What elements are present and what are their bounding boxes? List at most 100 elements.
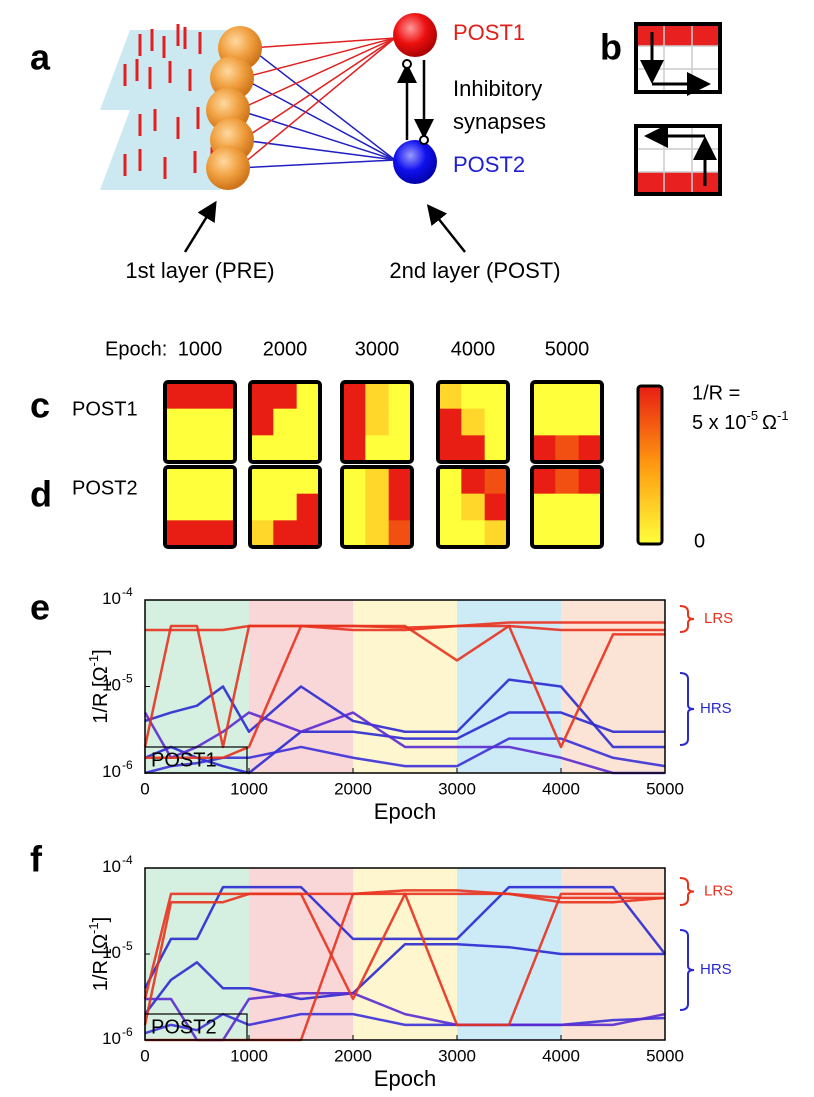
annotation: HRS bbox=[700, 961, 732, 978]
heatmap-cell bbox=[342, 467, 366, 495]
heatmap-cell bbox=[165, 435, 189, 463]
grid-frame bbox=[634, 124, 722, 196]
x-axis-label: Epoch bbox=[374, 1066, 436, 1091]
cell-row bbox=[636, 172, 720, 194]
heatmap-cell bbox=[250, 382, 274, 410]
trace bbox=[143, 892, 666, 1026]
epoch-value: 5000 bbox=[545, 338, 590, 360]
heatmap-cell bbox=[273, 435, 298, 463]
label: 10 bbox=[102, 943, 121, 962]
heatmap-cell bbox=[532, 520, 556, 548]
heatmap-cell bbox=[555, 467, 580, 495]
heatmap-cell bbox=[484, 382, 509, 410]
heatmap-cell bbox=[165, 467, 189, 495]
label-close: ] bbox=[90, 917, 112, 923]
x-tick-label: 0 bbox=[140, 779, 149, 798]
heatmap-cell bbox=[578, 520, 603, 548]
heatmap-cell bbox=[211, 467, 236, 495]
label: 10 bbox=[102, 676, 121, 695]
x-tick-label: 3000 bbox=[438, 1046, 476, 1065]
heatmap-cell bbox=[365, 382, 390, 410]
synapse-line bbox=[237, 109, 396, 161]
y-tick-label: 10 bbox=[102, 943, 121, 962]
heatmap-frame bbox=[248, 465, 322, 549]
heatmap-cell bbox=[188, 408, 213, 436]
x-tick-label: 5000 bbox=[646, 779, 684, 798]
heatmap-cell bbox=[273, 520, 298, 548]
x-tick-label: 1000 bbox=[230, 1046, 268, 1065]
heatmap-cell bbox=[188, 435, 213, 463]
heatmap-cell bbox=[188, 493, 213, 521]
panel-b: b bbox=[600, 22, 722, 196]
heatmap-cell bbox=[555, 493, 580, 521]
brace bbox=[679, 605, 695, 633]
heatmap-cell bbox=[388, 520, 413, 548]
x-axis-label: Epoch bbox=[374, 799, 436, 824]
heatmap-cell bbox=[273, 467, 298, 495]
heatmap-cell bbox=[342, 382, 366, 410]
heatmap-cell bbox=[188, 382, 213, 410]
heatmap-frame bbox=[340, 465, 414, 549]
heatmap-cell bbox=[388, 382, 413, 410]
brace bbox=[679, 672, 695, 746]
y-axis-label: 1/R [Ω-1] bbox=[86, 917, 112, 991]
colorbar-min: 0 bbox=[694, 530, 705, 552]
heatmap-frame bbox=[248, 380, 322, 464]
heatmap-cell bbox=[165, 382, 189, 410]
trace bbox=[144, 737, 666, 775]
epoch-value: 4000 bbox=[451, 338, 496, 360]
trace bbox=[143, 885, 666, 989]
panel-label: a bbox=[30, 37, 51, 78]
synapse-line bbox=[237, 159, 396, 169]
heatmap-cell bbox=[165, 520, 189, 548]
heatmap-frame bbox=[436, 380, 510, 464]
heatmap-frame bbox=[163, 465, 237, 549]
heatmap-cell bbox=[438, 435, 462, 463]
label: 10 bbox=[102, 762, 121, 781]
y-tick-sup: -6 bbox=[122, 758, 133, 772]
heatmap-cell bbox=[461, 493, 486, 521]
annotation: LRS bbox=[704, 610, 733, 627]
heatmap-cell bbox=[438, 408, 462, 436]
colorbar-title: 1/R = bbox=[692, 382, 740, 404]
post2-neuron bbox=[393, 140, 437, 184]
heatmap-cell bbox=[438, 467, 462, 495]
synapse bbox=[402, 59, 412, 69]
panel-label: f bbox=[30, 839, 43, 880]
inhibitory-label: Inhibitory bbox=[453, 76, 542, 101]
panel-label: c bbox=[30, 385, 50, 426]
heatmap-frame bbox=[530, 380, 604, 464]
superscript: -5 bbox=[746, 408, 758, 423]
y-tick-sup: -5 bbox=[122, 939, 133, 953]
heatmap-cell bbox=[296, 467, 321, 495]
heatmap-cell bbox=[555, 382, 580, 410]
post-layer-label: 2nd layer (POST) bbox=[389, 258, 560, 283]
trace bbox=[145, 624, 665, 760]
panel-a: a POST1 Inhibitory synapses POST2 1st la… bbox=[30, 13, 561, 283]
heatmap-cell bbox=[555, 408, 580, 436]
synapse-line bbox=[237, 37, 396, 111]
grid-frame bbox=[634, 22, 722, 94]
heatmap-cell bbox=[296, 382, 321, 410]
y-tick-label: 10 bbox=[102, 762, 121, 781]
y-tick-sup: -4 bbox=[122, 585, 133, 599]
heatmap-cell bbox=[388, 408, 413, 436]
heatmap-cell bbox=[273, 382, 298, 410]
heatmap-frame bbox=[436, 465, 510, 549]
synapse-line bbox=[241, 77, 396, 161]
neuron bbox=[210, 56, 254, 100]
x-tick-label: 0 bbox=[140, 1046, 149, 1065]
post1-neuron bbox=[393, 13, 437, 57]
inset-label: POST1 bbox=[151, 749, 217, 771]
label: 10 bbox=[102, 1029, 121, 1048]
unit: Ω bbox=[762, 412, 777, 434]
epoch-value: 3000 bbox=[355, 338, 400, 360]
heatmap-cell bbox=[342, 408, 366, 436]
synapse-line bbox=[249, 37, 396, 49]
brace bbox=[679, 929, 695, 1011]
heatmap-cell bbox=[555, 435, 580, 463]
cell-row bbox=[636, 24, 720, 46]
